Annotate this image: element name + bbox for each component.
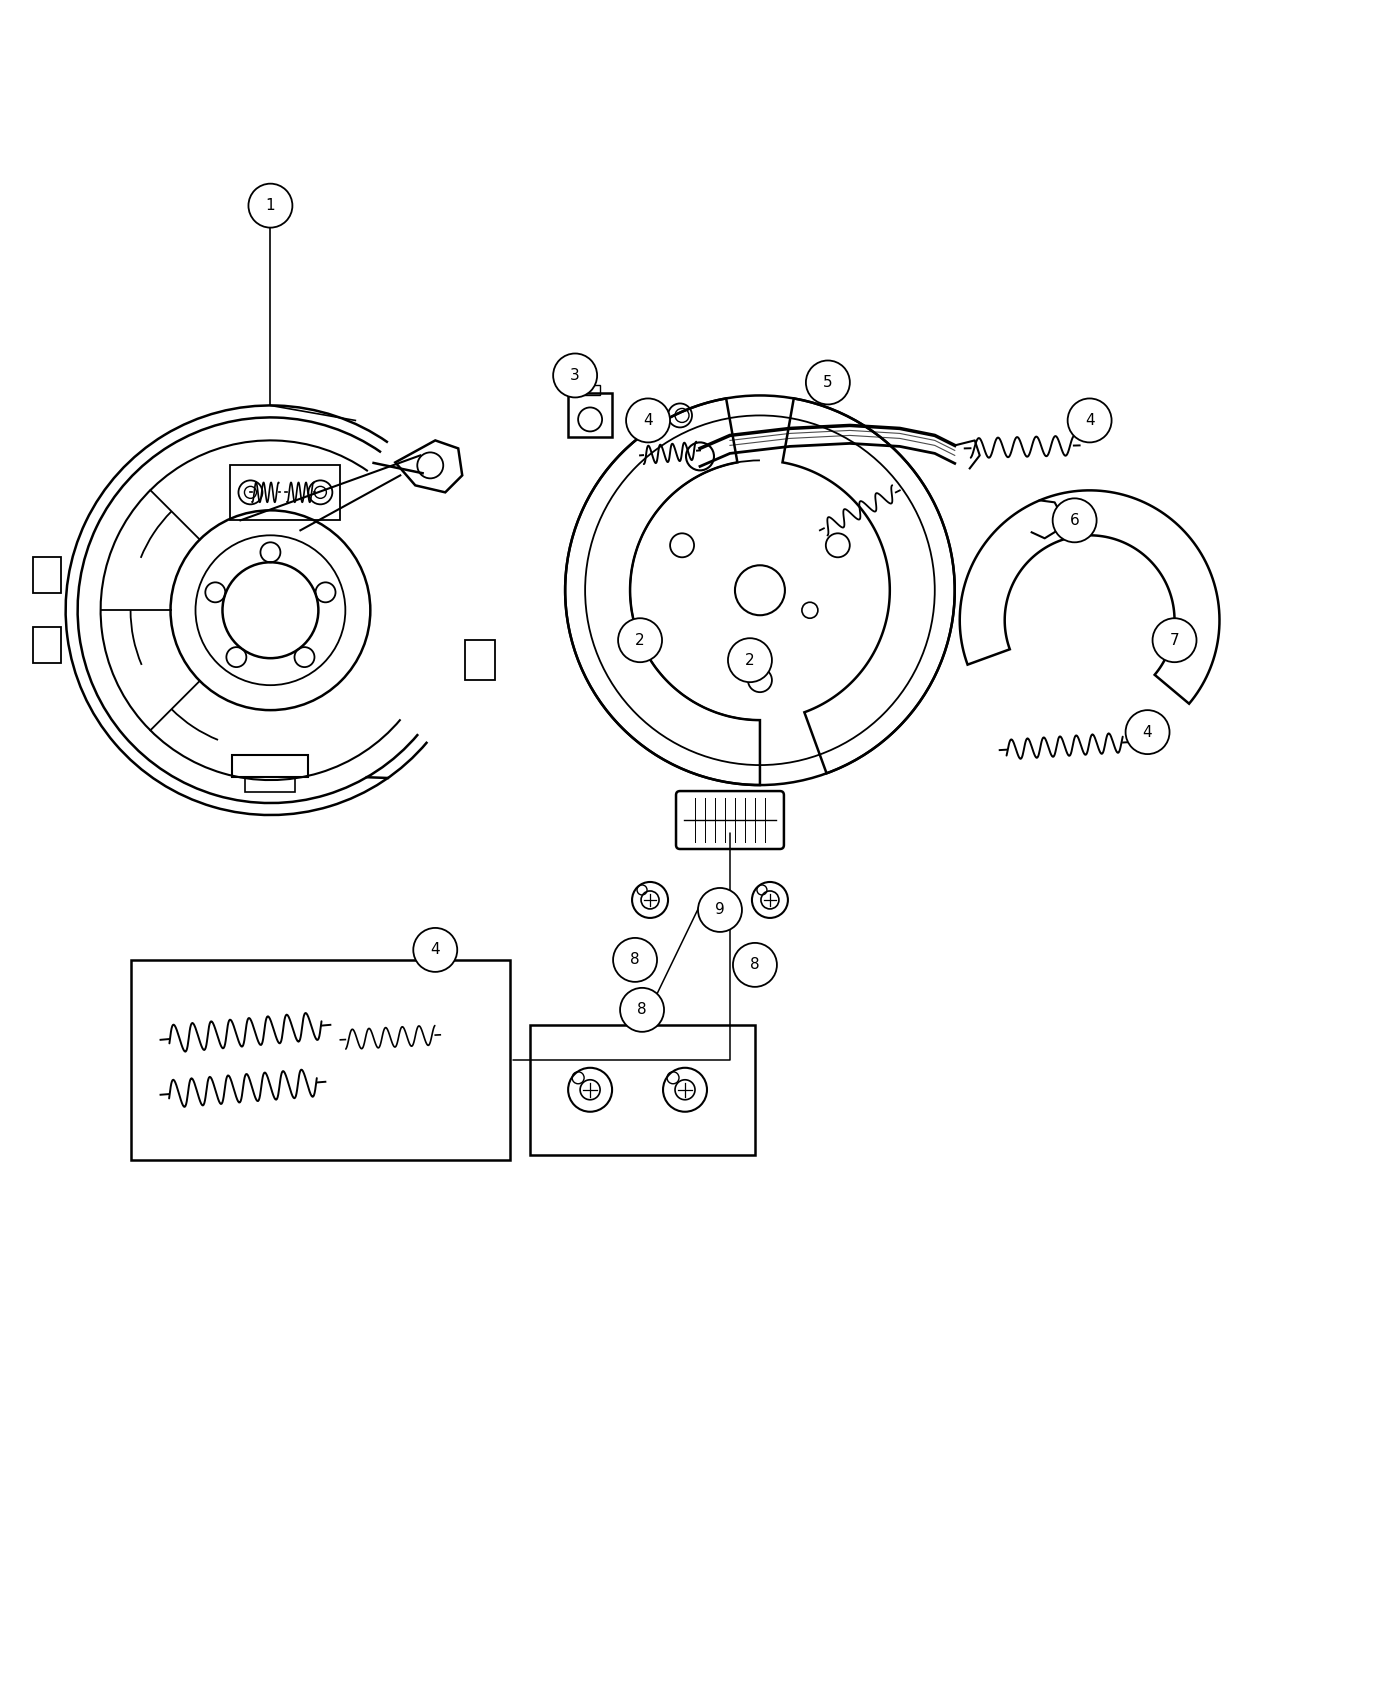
Bar: [580, 386, 601, 396]
Circle shape: [699, 887, 742, 932]
Circle shape: [1068, 398, 1112, 442]
Text: 2: 2: [745, 653, 755, 668]
Bar: [130, 960, 510, 1159]
Text: 8: 8: [630, 952, 640, 967]
Circle shape: [1126, 711, 1169, 755]
Bar: [231, 466, 340, 520]
Text: 9: 9: [715, 903, 725, 918]
Text: 6: 6: [1070, 513, 1079, 527]
Bar: [465, 641, 496, 680]
Circle shape: [620, 988, 664, 1032]
Text: 5: 5: [823, 376, 833, 389]
Bar: [531, 1025, 755, 1154]
Text: 2: 2: [636, 632, 645, 648]
Circle shape: [806, 360, 850, 405]
Text: 1: 1: [266, 199, 276, 212]
Text: 8: 8: [750, 957, 760, 972]
Bar: [232, 755, 308, 777]
Circle shape: [248, 184, 293, 228]
Circle shape: [728, 638, 771, 682]
Circle shape: [1152, 619, 1197, 663]
Text: 3: 3: [570, 367, 580, 382]
Bar: [32, 627, 60, 663]
Text: 8: 8: [637, 1003, 647, 1017]
Circle shape: [617, 619, 662, 663]
Text: 4: 4: [430, 942, 440, 957]
Circle shape: [413, 928, 458, 972]
Circle shape: [553, 354, 598, 398]
Bar: [245, 777, 295, 792]
Text: 7: 7: [1170, 632, 1179, 648]
Circle shape: [1053, 498, 1096, 542]
Text: 4: 4: [1142, 724, 1152, 740]
Text: 4: 4: [1085, 413, 1095, 428]
Circle shape: [734, 944, 777, 988]
Bar: [32, 558, 60, 593]
Text: 4: 4: [643, 413, 652, 428]
Circle shape: [613, 938, 657, 983]
Circle shape: [626, 398, 671, 442]
Bar: [568, 393, 612, 437]
